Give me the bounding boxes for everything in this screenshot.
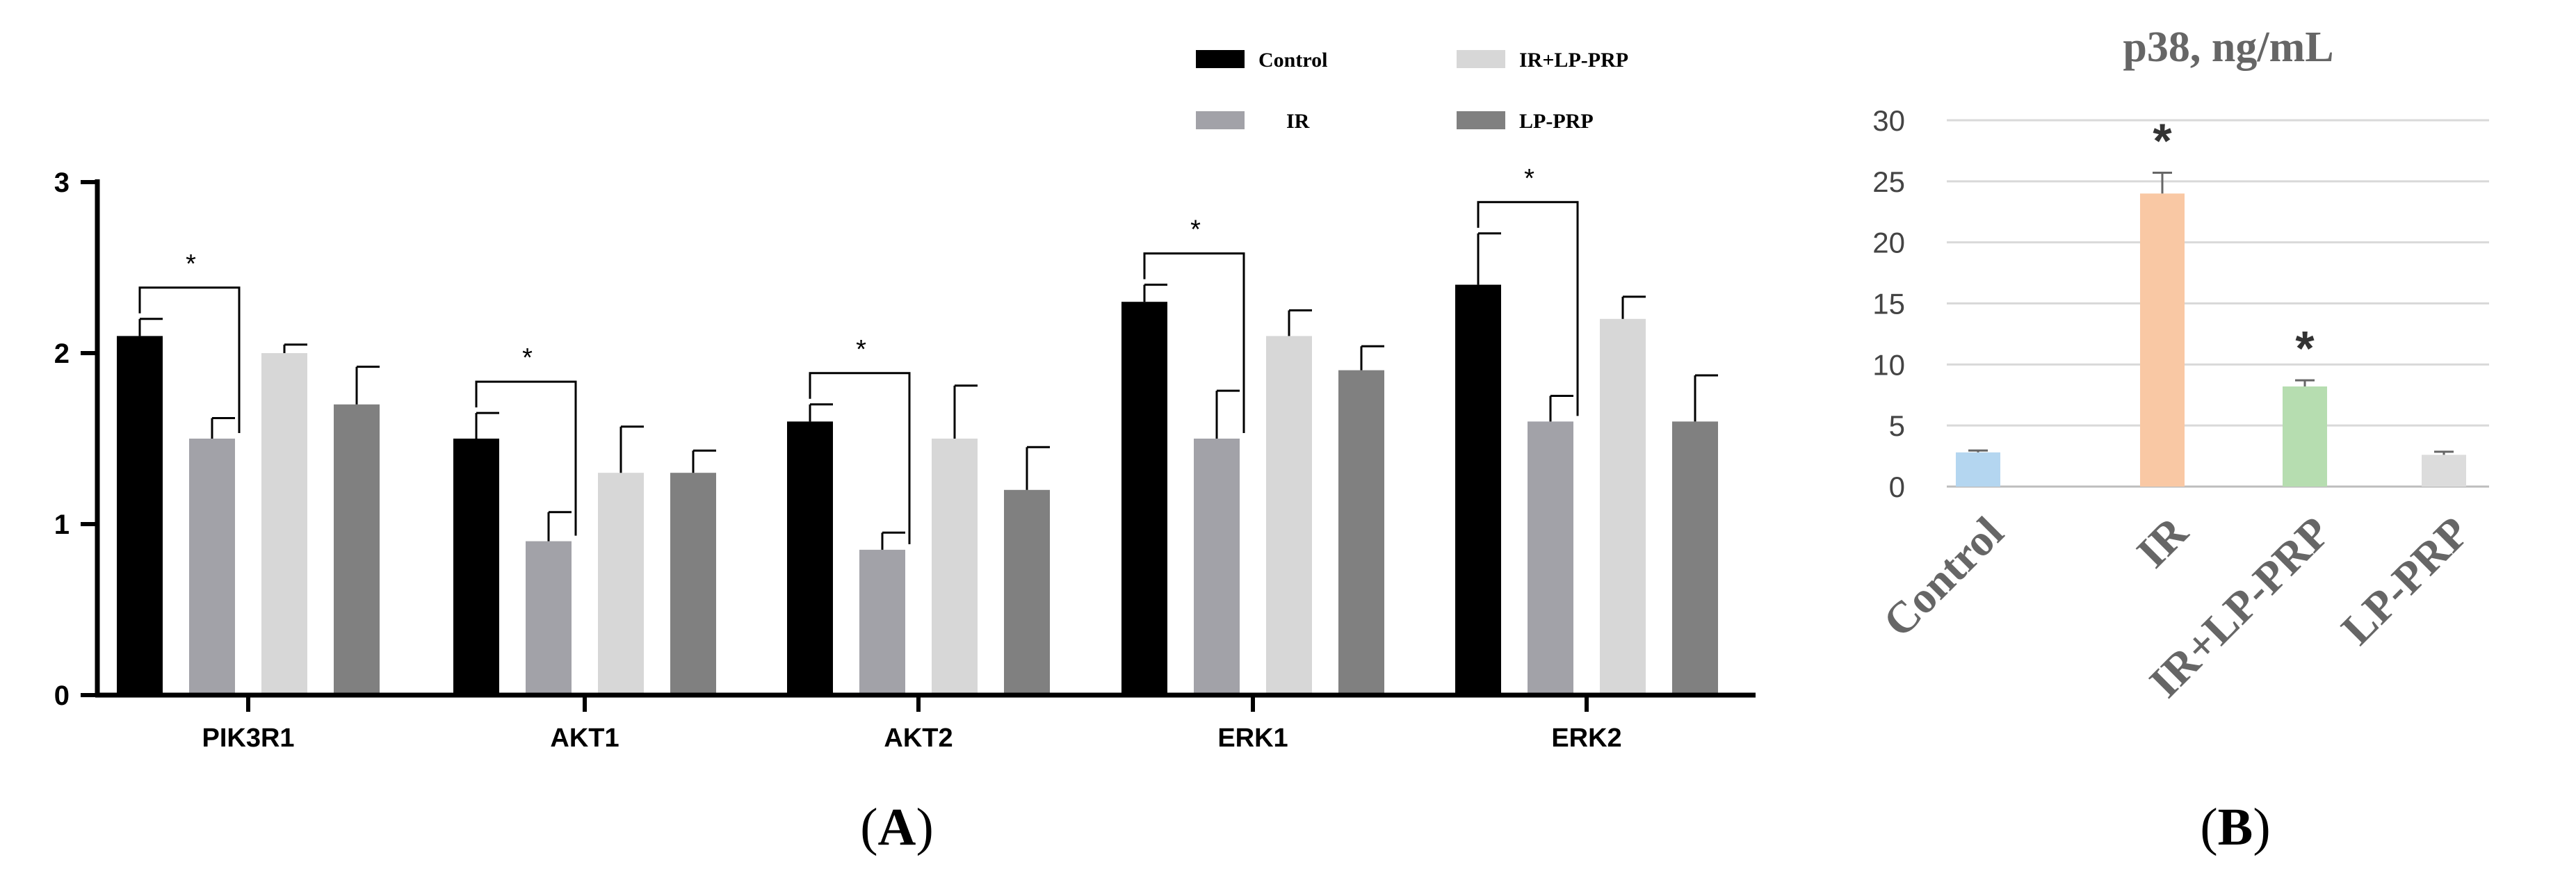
- x-tick-label-b-lp-prp: LP-PRP: [2332, 507, 2479, 654]
- significance-star-akt1: *: [522, 343, 533, 373]
- y-tick-label-b-20: 20: [1872, 227, 1905, 259]
- panel-a-chart: * * * * * 0 1 2 3 PIK3R1 AKT1 AKT2 ERK1 ERK2 Contro…: [54, 49, 1756, 753]
- bar-akt2-control: [787, 421, 833, 695]
- bar-b-control: [1956, 452, 2000, 487]
- bar-pik3r1-ir-lp-prp: [261, 353, 307, 695]
- bar-erk1-control: [1121, 302, 1167, 695]
- significance-star-b-ir-lp-prp: *: [2295, 321, 2315, 375]
- bar-erk2-ir: [1528, 421, 1573, 695]
- bar-erk1-lp-prp: [1338, 370, 1384, 695]
- panel-a-legend: Control IR IR+LP-PRP LP-PRP: [1196, 49, 1628, 133]
- bar-b-ir: [2140, 193, 2185, 487]
- panel-a-errorbars: [138, 232, 1718, 550]
- significance-bracket-erk1: [1143, 252, 1245, 433]
- bar-akt1-lp-prp: [670, 473, 716, 695]
- x-tick-label-b-ir: IR: [2127, 507, 2197, 577]
- panel-b-label: (B): [2200, 798, 2270, 856]
- panel-b-bars: [1956, 193, 2466, 487]
- significance-bracket-erk2: [1477, 201, 1579, 416]
- panel-a-y-ticks: 0 1 2 3: [54, 168, 97, 711]
- legend-label-ir-lp-prp: IR+LP-PRP: [1519, 49, 1628, 72]
- bar-erk2-ir-lp-prp: [1600, 318, 1646, 695]
- panel-b-significance: **: [2153, 114, 2315, 376]
- y-tick-label-b-25: 25: [1872, 165, 1905, 198]
- panel-a-grid-bars: [117, 284, 1718, 696]
- x-tick-label-erk2: ERK2: [1551, 724, 1621, 753]
- y-tick-label-b-0: 0: [1889, 471, 1905, 503]
- significance-star-erk1: *: [1190, 215, 1201, 245]
- significance-bracket-akt2: [809, 372, 911, 544]
- y-tick-label-b-10: 10: [1872, 348, 1905, 381]
- x-tick-label-b-control: Control: [1874, 507, 2013, 646]
- bar-pik3r1-control: [117, 336, 163, 695]
- bar-akt2-lp-prp: [1004, 489, 1050, 695]
- bar-erk2-control: [1455, 284, 1501, 696]
- legend-label-lp-prp: LP-PRP: [1519, 110, 1594, 133]
- bar-b-ir-lp-prp: [2283, 386, 2327, 487]
- y-tick-label-b-5: 5: [1889, 409, 1905, 442]
- significance-star-pik3r1: *: [186, 250, 196, 279]
- y-tick-label-b-30: 30: [1872, 104, 1905, 137]
- y-tick-label-0: 0: [54, 681, 70, 711]
- y-tick-label-1: 1: [54, 510, 70, 540]
- panel-b-title: p38, ng/mL: [2123, 24, 2333, 71]
- significance-star-erk2: *: [1524, 164, 1534, 193]
- legend-swatch-ir-lp-prp: [1457, 50, 1505, 68]
- bar-erk2-lp-prp: [1672, 421, 1718, 695]
- x-tick-label-akt2: AKT2: [884, 724, 953, 753]
- bar-akt1-control: [453, 439, 499, 695]
- legend-swatch-ir: [1196, 111, 1245, 129]
- bar-pik3r1-ir: [189, 439, 235, 695]
- bar-erk1-ir: [1194, 439, 1240, 695]
- legend-label-control: Control: [1258, 49, 1327, 72]
- x-tick-label-erk1: ERK1: [1217, 724, 1288, 753]
- bar-b-lp-prp: [2422, 455, 2466, 487]
- panel-b-gridlines: [1947, 119, 2489, 488]
- significance-bracket-akt1: [475, 380, 577, 536]
- bar-akt2-ir: [859, 549, 905, 695]
- y-tick-label-2: 2: [54, 339, 70, 369]
- bar-erk1-ir-lp-prp: [1266, 336, 1312, 695]
- legend-label-ir: IR: [1286, 110, 1310, 133]
- legend-swatch-control: [1196, 50, 1245, 68]
- panel-a-label: (A): [860, 798, 934, 856]
- bar-akt1-ir-lp-prp: [598, 473, 644, 695]
- significance-star-akt2: *: [856, 335, 866, 364]
- significance-bracket-pik3r1: [138, 286, 241, 433]
- x-tick-label-pik3r1: PIK3R1: [202, 724, 294, 753]
- bar-akt1-ir: [526, 541, 572, 695]
- panel-a-significance: * * * * *: [138, 164, 1579, 544]
- bar-akt2-ir-lp-prp: [932, 439, 978, 695]
- y-tick-label-3: 3: [54, 168, 70, 198]
- panel-a-x-ticks: PIK3R1 AKT1 AKT2 ERK1 ERK2: [202, 695, 1622, 753]
- x-tick-label-akt1: AKT1: [550, 724, 619, 753]
- legend-swatch-lp-prp: [1457, 111, 1505, 129]
- panel-b-y-ticks: 0 5 10 15 20 25 30: [1872, 104, 1905, 503]
- significance-star-b-ir: *: [2153, 114, 2172, 168]
- panel-b-errorbars: [1968, 172, 2454, 455]
- y-tick-label-b-15: 15: [1872, 288, 1905, 320]
- bar-pik3r1-lp-prp: [334, 404, 380, 695]
